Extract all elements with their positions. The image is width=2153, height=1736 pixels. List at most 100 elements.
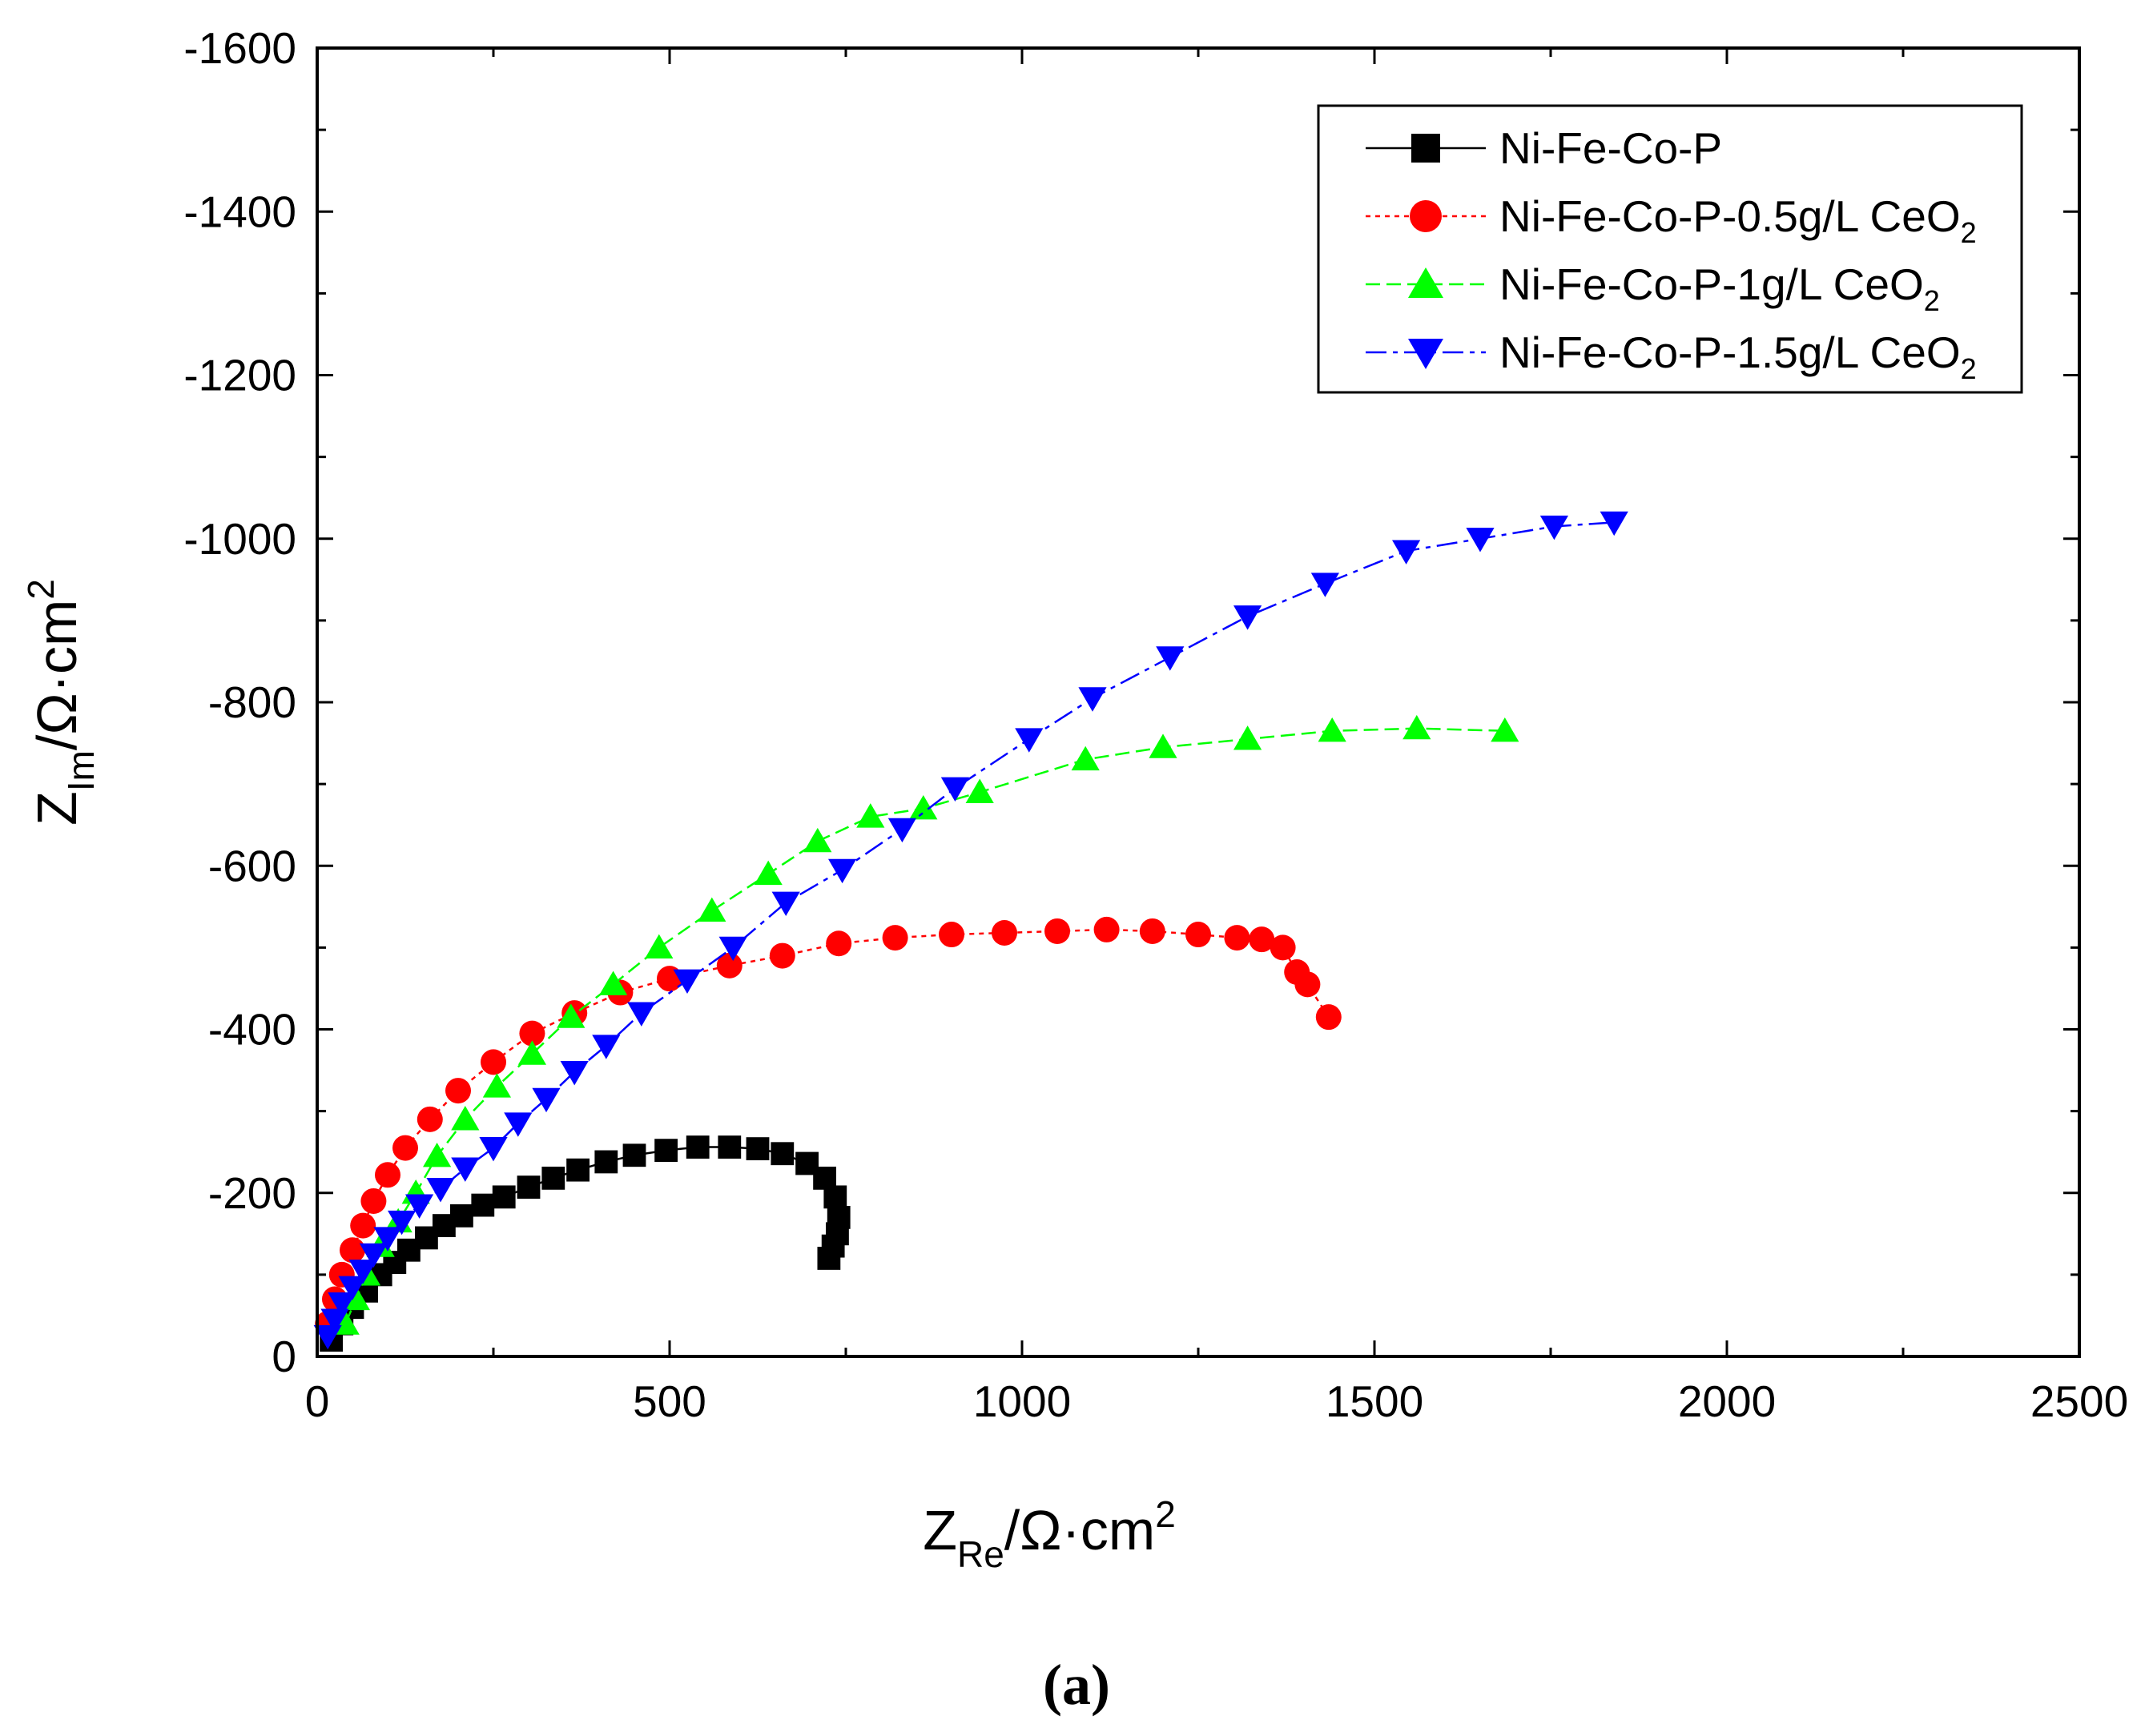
data-point (1156, 646, 1185, 671)
data-point (451, 1106, 480, 1131)
x-tick-label: 500 (633, 1376, 706, 1426)
data-point (882, 925, 908, 951)
data-point (769, 942, 795, 969)
y-tick-label: -1200 (183, 351, 296, 400)
data-point (338, 1276, 367, 1300)
y-tick-label: -1400 (183, 187, 296, 236)
x-tick-label: 1500 (1326, 1376, 1423, 1426)
y-tick-label: -600 (208, 841, 296, 890)
data-point (718, 936, 747, 962)
data-point (1392, 540, 1421, 565)
data-point (566, 1158, 590, 1182)
data-point (392, 1135, 418, 1161)
data-point (348, 1260, 377, 1284)
series-3 (313, 511, 1628, 1350)
axes-layer: 0 500 1000 1500 2000 2500 0 -200 -400 -600 -800 -10… (183, 23, 2128, 1426)
data-point (627, 1002, 656, 1027)
data-point (519, 1020, 545, 1047)
data-point (450, 1204, 473, 1228)
data-point (360, 1187, 387, 1214)
data-point (940, 777, 969, 802)
data-point (1249, 926, 1275, 953)
data-point (771, 1142, 795, 1166)
data-point (746, 1137, 770, 1161)
data-point (1078, 687, 1107, 712)
data-point (541, 1166, 565, 1190)
data-point (592, 1035, 621, 1059)
data-point (1224, 925, 1250, 951)
y-tick-label: -1600 (183, 23, 296, 73)
data-point (423, 1142, 452, 1167)
data-point (560, 1061, 589, 1086)
data-point (817, 1247, 841, 1270)
data-point (417, 1106, 443, 1132)
legend-marker (1408, 339, 1443, 369)
x-tick-label: 0 (305, 1376, 330, 1426)
data-point (1466, 528, 1495, 553)
legend-item: Ni-Fe-Co-P-1.5g/L CeO2 (1366, 328, 1977, 385)
legend-label: Ni-Fe-Co-P-1g/L CeO2 (1499, 259, 1940, 317)
legend-label: Ni-Fe-Co-P-1.5g/L CeO2 (1499, 328, 1977, 385)
data-point (1071, 745, 1100, 771)
data-point (481, 1049, 506, 1075)
legend-items: Ni-Fe-Co-P Ni-Fe-Co-P-0.5g/L CeO2 Ni-Fe-Co… (1366, 123, 1977, 385)
data-point (771, 891, 800, 917)
data-point (504, 1112, 533, 1137)
y-tick-label: -200 (208, 1168, 296, 1218)
legend-label: Ni-Fe-Co-P (1499, 123, 1722, 173)
legend-item: Ni-Fe-Co-P (1366, 123, 1722, 173)
data-point (856, 803, 885, 828)
data-point (532, 1087, 561, 1113)
data-point (1600, 511, 1628, 536)
data-point (1402, 714, 1431, 740)
data-point (599, 970, 628, 995)
y-tick-label: -1000 (183, 514, 296, 564)
data-point (673, 969, 702, 995)
data-point (517, 1040, 546, 1065)
series-2 (331, 714, 1519, 1335)
data-point (479, 1136, 508, 1162)
data-point (718, 1135, 742, 1159)
data-point (887, 818, 916, 843)
data-point (1185, 922, 1211, 948)
data-point (359, 1243, 388, 1268)
y-tick-label: -800 (208, 677, 296, 727)
data-point (482, 1073, 511, 1098)
legend-marker (1410, 200, 1442, 232)
data-point (328, 1292, 356, 1317)
data-point (1015, 728, 1044, 753)
data-point (1539, 515, 1568, 540)
data-point (645, 934, 674, 958)
data-point (1139, 918, 1165, 944)
figure-caption: (a) (1043, 1653, 1110, 1717)
data-point (1149, 733, 1177, 758)
data-point (388, 1210, 417, 1236)
data-point (1315, 1004, 1342, 1031)
data-point (622, 1143, 646, 1167)
legend-marker (1408, 267, 1443, 298)
legend: Ni-Fe-Co-P Ni-Fe-Co-P-0.5g/L CeO2 Ni-Fe-Co… (1317, 104, 2023, 394)
x-tick-label: 2500 (2030, 1376, 2128, 1426)
data-point (445, 1078, 471, 1104)
data-point (594, 1150, 618, 1174)
data-point (828, 858, 857, 884)
data-point (992, 919, 1017, 946)
data-point (350, 1212, 376, 1239)
data-point (373, 1227, 402, 1252)
data-point (557, 1003, 586, 1028)
data-point (426, 1178, 455, 1203)
data-point (1318, 717, 1346, 742)
data-point (965, 778, 994, 803)
data-point (1093, 916, 1120, 942)
data-point (471, 1193, 495, 1217)
data-point (754, 860, 783, 886)
data-point (1310, 573, 1339, 597)
series-line (327, 521, 1615, 1336)
y-tick-label: -400 (208, 1005, 296, 1055)
series-layer (313, 511, 1628, 1352)
data-point (375, 1162, 400, 1188)
data-point (1294, 971, 1321, 998)
legend-marker (1411, 134, 1440, 163)
data-point (826, 930, 852, 957)
